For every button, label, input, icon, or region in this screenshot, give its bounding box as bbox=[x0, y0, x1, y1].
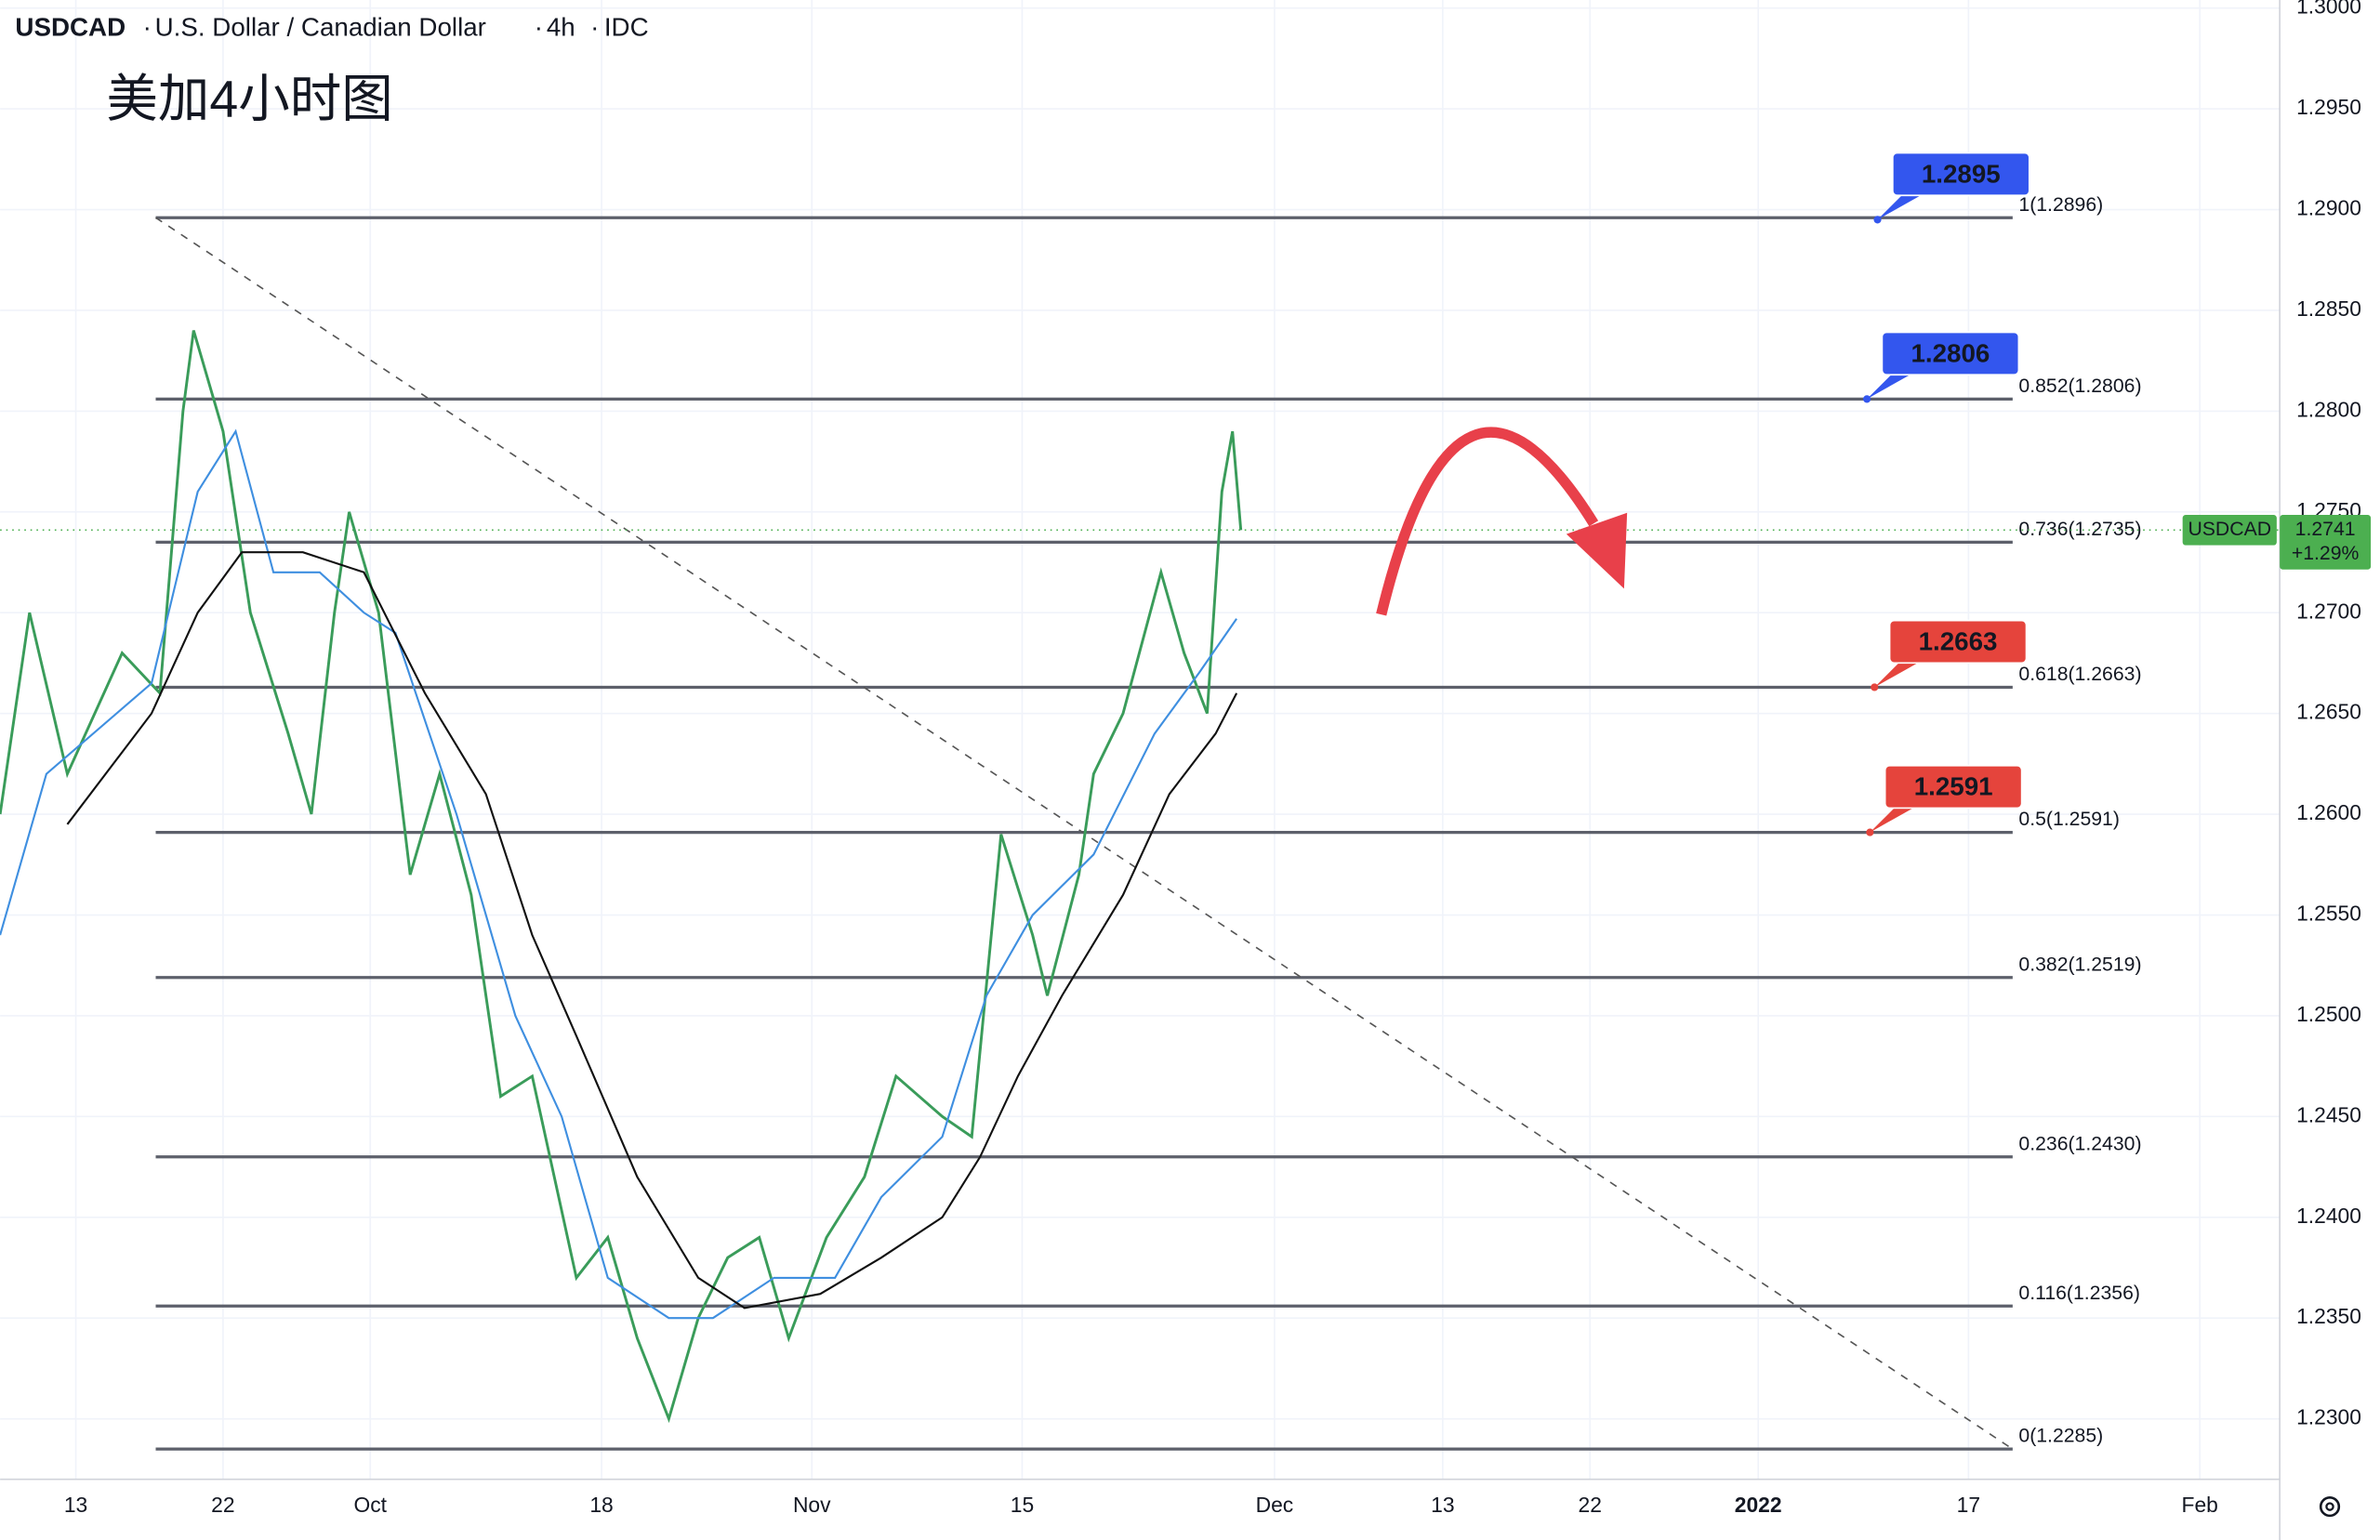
gear-center[interactable] bbox=[2325, 1502, 2334, 1511]
interval: 4h bbox=[547, 12, 575, 41]
callout-box bbox=[1888, 619, 2028, 665]
separator: · bbox=[535, 12, 543, 41]
y-tick-label: 1.2950 bbox=[2296, 95, 2361, 119]
price-callout: 1.2591 bbox=[1866, 764, 2023, 836]
x-tick-label: 2022 bbox=[1735, 1493, 1782, 1517]
grid bbox=[0, 0, 2281, 1480]
separator: · bbox=[143, 12, 152, 41]
series-line bbox=[66, 551, 1238, 1310]
fib-label: 0.236(1.2430) bbox=[2018, 1133, 2141, 1154]
y-tick-label: 1.2800 bbox=[2296, 397, 2361, 421]
x-tick-label: Nov bbox=[793, 1493, 831, 1517]
fib-label: 0(1.2285) bbox=[2018, 1426, 2103, 1447]
x-tick-label: 22 bbox=[211, 1493, 234, 1517]
x-tick-label: Oct bbox=[353, 1493, 387, 1517]
settings-icon[interactable] bbox=[2319, 1495, 2341, 1518]
y-tick-label: 1.2700 bbox=[2296, 599, 2361, 623]
fib-label: 0.382(1.2519) bbox=[2018, 954, 2141, 975]
x-tick-label: 18 bbox=[589, 1493, 613, 1517]
x-tick-label: 15 bbox=[1011, 1493, 1034, 1517]
callout-pointer bbox=[1870, 805, 1919, 833]
callout-pointer bbox=[1874, 660, 1924, 688]
chart-title: 美加4小时图 bbox=[106, 71, 392, 128]
separator: · bbox=[590, 12, 599, 41]
callout-anchor bbox=[1871, 683, 1879, 691]
symbol: USDCAD bbox=[15, 12, 126, 41]
series-line bbox=[0, 428, 1237, 1320]
gear[interactable] bbox=[2319, 1495, 2341, 1518]
y-tick-label: 1.2650 bbox=[2296, 700, 2361, 724]
y-tick-label: 1.3000 bbox=[2296, 0, 2361, 19]
y-tick-label: 1.2600 bbox=[2296, 800, 2361, 824]
fib-label: 0.116(1.2356) bbox=[2018, 1283, 2140, 1304]
callout-label: 1.2895 bbox=[1922, 159, 2001, 188]
source: IDC bbox=[604, 12, 649, 41]
callout-anchor bbox=[1866, 828, 1874, 836]
fib-label: 0.5(1.2591) bbox=[2018, 809, 2120, 830]
callout-label: 1.2663 bbox=[1919, 626, 1998, 655]
plot: 1(1.2896) 0.852(1.2806) 0.736(1.2735) 0.618… bbox=[0, 151, 2281, 1451]
x-tick-label: 13 bbox=[1431, 1493, 1454, 1517]
fib-label: 1(1.2896) bbox=[2018, 194, 2103, 216]
symbol-tag-label: USDCAD bbox=[2188, 519, 2271, 540]
callout-anchor bbox=[1873, 216, 1882, 224]
callout-anchor bbox=[1863, 395, 1871, 403]
y-tick-label: 1.2450 bbox=[2296, 1102, 2361, 1126]
x-tick-label: 22 bbox=[1578, 1493, 1601, 1517]
fib-label: 0.618(1.2663) bbox=[2018, 664, 2141, 685]
arrow-head bbox=[1566, 512, 1628, 589]
symbol-tag bbox=[2182, 514, 2277, 546]
y-tick-label: 1.2350 bbox=[2296, 1304, 2361, 1328]
fib-label: 0.852(1.2806) bbox=[2018, 375, 2141, 397]
price-callout: 1.2895 bbox=[1873, 151, 2030, 224]
series-line bbox=[0, 330, 1243, 1424]
symbol-name: U.S. Dollar / Canadian Dollar bbox=[155, 12, 486, 41]
y-tick-label: 1.2850 bbox=[2296, 296, 2361, 321]
callout-pointer bbox=[1867, 371, 1916, 400]
price-tag bbox=[2280, 514, 2372, 570]
callout-box bbox=[1884, 764, 2023, 809]
fib-label: 0.736(1.2735) bbox=[2018, 519, 2141, 540]
price-callout: 1.2806 bbox=[1863, 331, 2020, 403]
x-tick-label: Dec bbox=[1256, 1493, 1294, 1517]
price-tag-change: +1.29% bbox=[2292, 543, 2360, 564]
reversal-arrow bbox=[1376, 427, 1599, 616]
x-tick-label: 17 bbox=[1957, 1493, 1980, 1517]
y-tick-label: 1.2900 bbox=[2296, 196, 2361, 220]
y-tick-label: 1.2300 bbox=[2296, 1405, 2361, 1429]
callout-label: 1.2806 bbox=[1911, 338, 1990, 367]
price-tag-value: 1.2741 bbox=[2295, 519, 2356, 540]
y-tick-label: 1.2500 bbox=[2296, 1002, 2361, 1026]
price-callout: 1.2663 bbox=[1871, 619, 2028, 691]
callout-box bbox=[1881, 331, 2020, 376]
y-tick-label: 1.2550 bbox=[2296, 902, 2361, 926]
callout-label: 1.2591 bbox=[1914, 772, 1993, 801]
y-tick-label: 1.2400 bbox=[2296, 1204, 2361, 1228]
x-tick-label: Feb bbox=[2181, 1493, 2217, 1517]
x-tick-label: 13 bbox=[64, 1493, 87, 1517]
callout-box bbox=[1892, 151, 2030, 197]
